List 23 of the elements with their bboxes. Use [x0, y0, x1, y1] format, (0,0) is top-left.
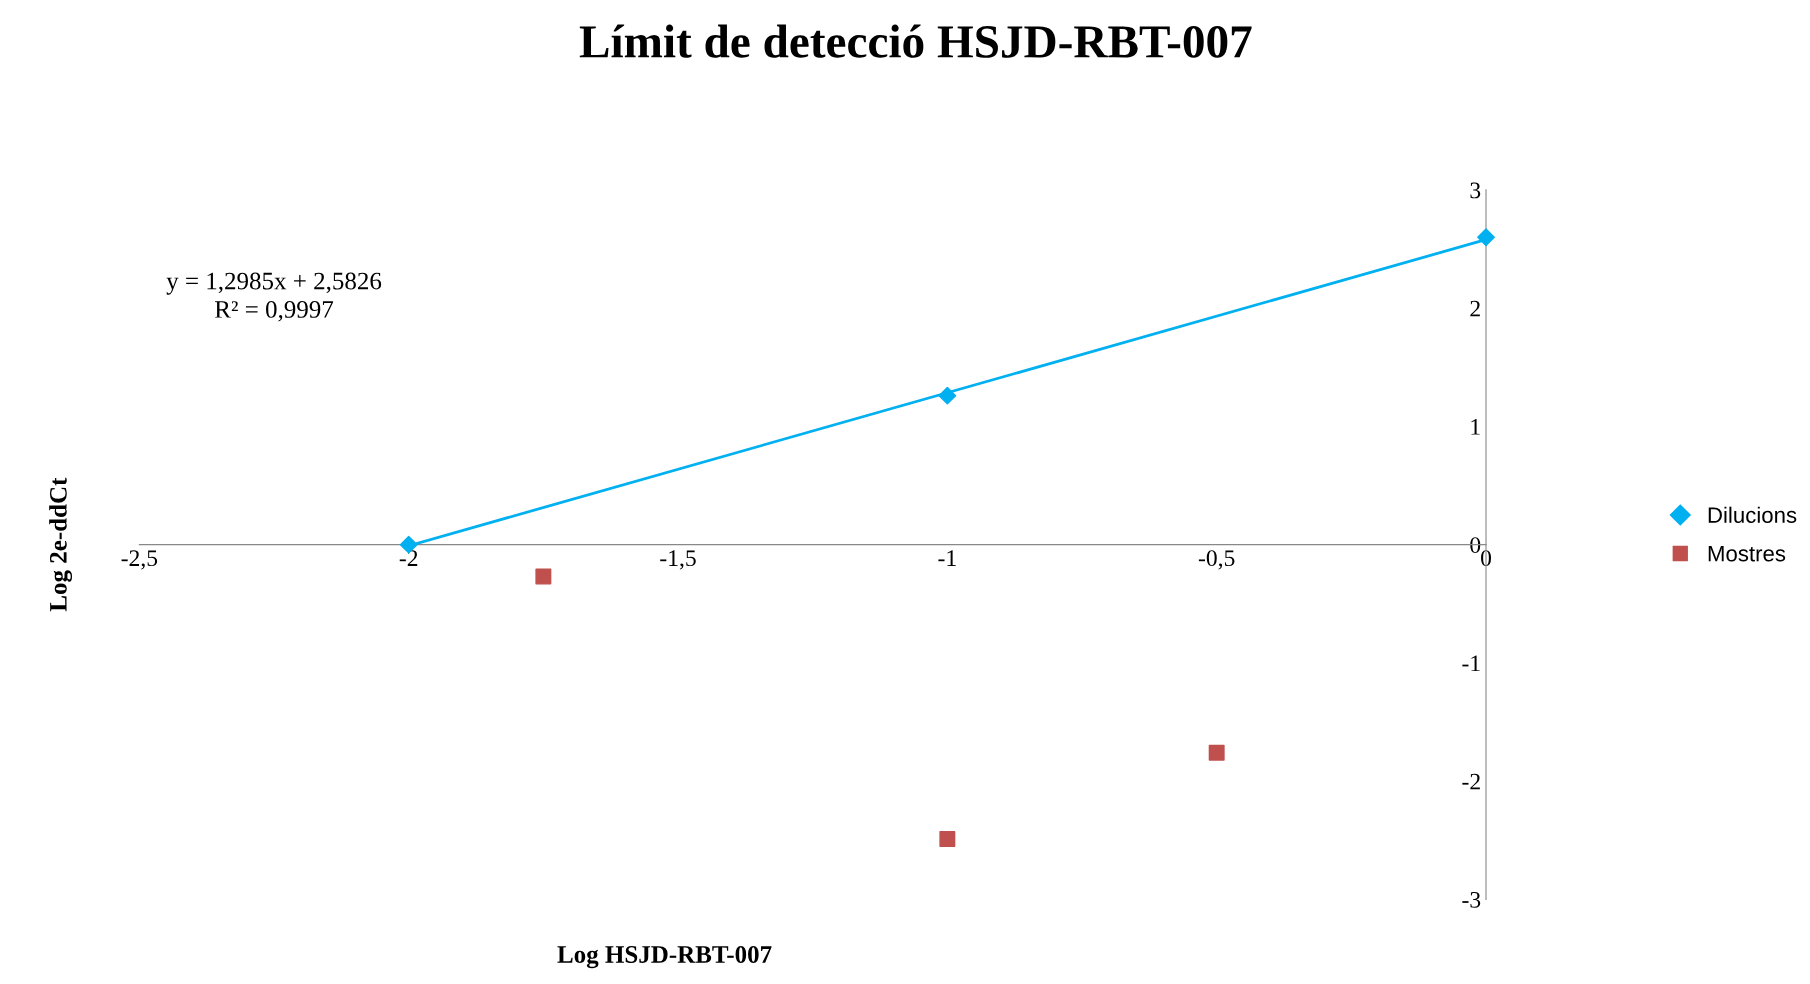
point [535, 568, 552, 585]
point [1208, 744, 1225, 761]
x-axis-title: Log HSJD-RBT-007 [557, 946, 772, 969]
legend-label: Dilucions [1708, 506, 1797, 523]
annotation: y = 1,2985x + 2,5826 [166, 272, 382, 295]
y-axis-title: Log 2e-ddCt [49, 477, 73, 612]
x-tick-label: -1,5 [660, 550, 696, 570]
x-tick-label: -0,5 [1198, 550, 1235, 570]
x-tick-label: -2,5 [121, 550, 158, 570]
y-tick-label: 1 [1471, 419, 1480, 435]
y-tick-label: 3 [1470, 182, 1481, 199]
point [939, 831, 956, 848]
y-tick-label: -1 [1462, 655, 1480, 672]
annotation: R² = 0,9997 [214, 300, 334, 322]
y-tick-label: -3 [1462, 891, 1481, 908]
point [1477, 228, 1495, 247]
y-tick-label: 2 [1470, 300, 1480, 317]
legend-label: Mostres [1708, 545, 1786, 562]
x-tick-label: 0 [1481, 550, 1492, 567]
point [938, 386, 957, 405]
x-tick-label: -1 [938, 550, 956, 566]
chart-title: Límit de detecció HSJD-RBT-007 [579, 24, 1252, 58]
y-tick-label: -2 [1462, 773, 1480, 790]
